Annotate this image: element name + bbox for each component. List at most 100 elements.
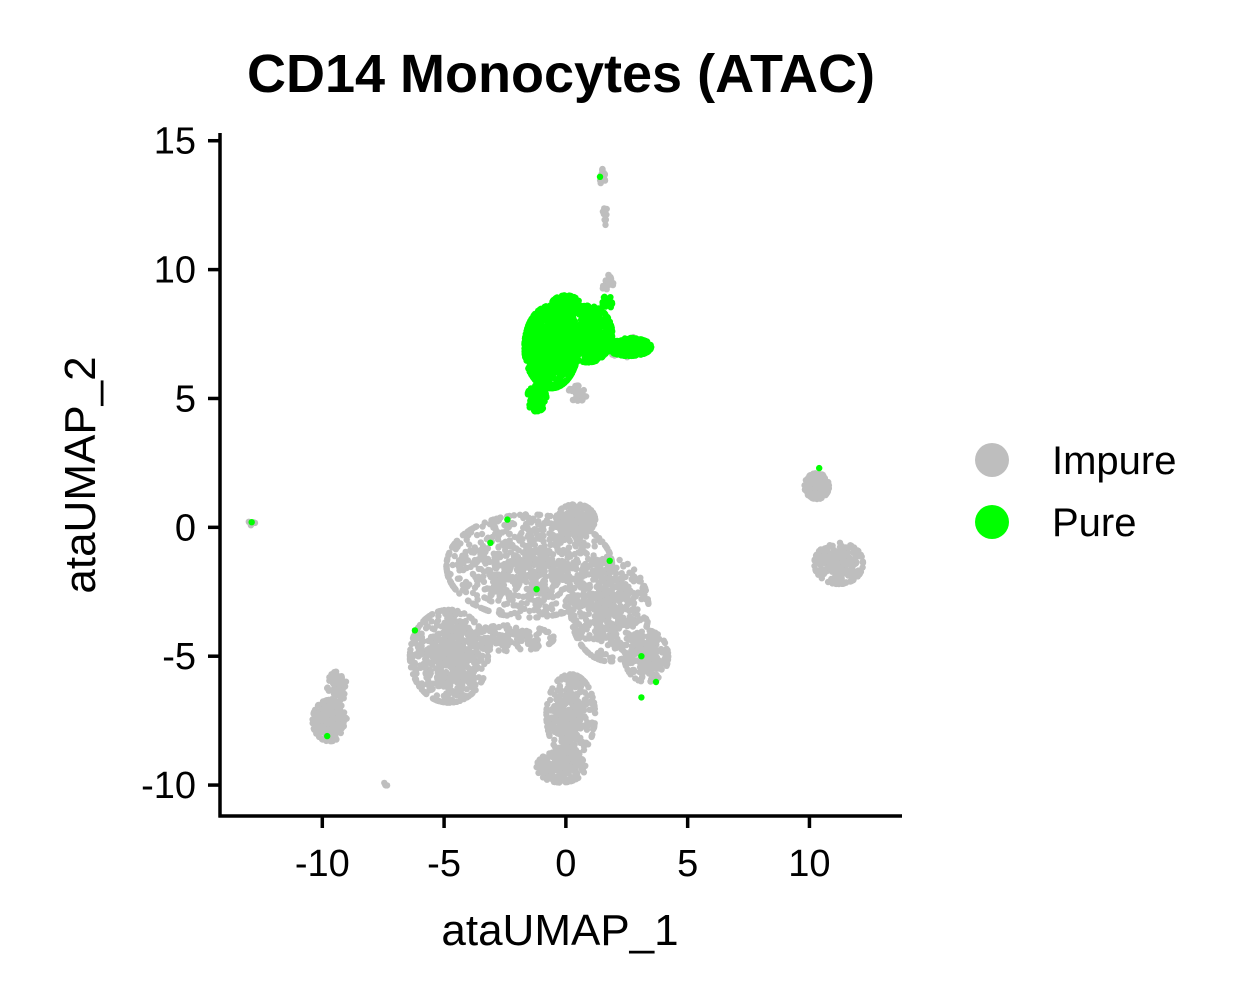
- data-point: [446, 696, 454, 704]
- data-point: [538, 531, 546, 539]
- data-point: [578, 571, 585, 578]
- data-point: [490, 522, 497, 529]
- data-point: [579, 623, 587, 631]
- data-point: [564, 691, 571, 699]
- data-point: [570, 765, 577, 773]
- data-point: [841, 558, 849, 566]
- data-point: [610, 624, 617, 631]
- data-point: [526, 517, 533, 524]
- series-pure: [248, 173, 823, 740]
- data-point: [422, 615, 430, 622]
- data-point: [535, 313, 542, 320]
- data-point: [555, 535, 562, 543]
- data-point: [495, 647, 502, 654]
- data-point: [477, 657, 484, 664]
- data-point: [341, 683, 349, 690]
- data-point: [661, 639, 669, 647]
- data-point: [564, 749, 571, 756]
- data-point: [551, 579, 559, 586]
- data-point: [541, 581, 548, 588]
- data-point: [443, 557, 451, 565]
- data-point: [501, 560, 508, 568]
- data-point: [637, 616, 644, 624]
- data-point: [510, 553, 518, 560]
- data-point: [556, 375, 564, 382]
- data-point: [483, 595, 490, 602]
- data-point: [574, 698, 582, 705]
- data-point: [474, 581, 481, 588]
- data-point: [572, 773, 580, 781]
- data-point: [318, 722, 326, 730]
- data-point: [524, 524, 531, 531]
- data-point: [624, 596, 631, 604]
- data-point: [497, 575, 504, 583]
- data-point: [560, 546, 567, 554]
- data-point: [550, 741, 557, 748]
- data-point: [539, 523, 547, 530]
- data-point: [577, 725, 584, 732]
- data-point: [549, 551, 557, 558]
- data-point: [337, 729, 344, 737]
- data-point: [571, 550, 578, 558]
- data-point: [472, 686, 479, 694]
- data-point: [830, 561, 838, 568]
- data-point: [522, 334, 529, 341]
- data-point: [563, 527, 571, 534]
- data-point: [533, 364, 541, 371]
- data-point: [572, 621, 579, 628]
- data-point: [556, 683, 563, 690]
- data-point: [515, 602, 522, 610]
- data-point: [553, 773, 561, 780]
- data-point: [845, 572, 852, 579]
- data-point: [425, 637, 432, 645]
- data-point: [576, 673, 583, 681]
- data-point: [492, 564, 499, 571]
- data-point: [577, 712, 585, 719]
- data-point: [608, 588, 615, 595]
- data-point: [590, 521, 598, 528]
- data-point: [613, 564, 620, 571]
- data-point: [528, 580, 535, 588]
- data-point: [488, 517, 495, 524]
- data-point: [630, 600, 637, 608]
- data-point: [494, 518, 501, 525]
- data-point: [823, 544, 830, 552]
- data-point: [574, 510, 581, 518]
- data-point: [516, 511, 524, 518]
- data-point: [424, 681, 431, 688]
- data-point: [810, 480, 817, 487]
- data-point: [454, 623, 462, 631]
- data-point: [524, 594, 532, 601]
- data-point: [466, 541, 473, 548]
- data-point: [628, 622, 635, 629]
- data-point: [462, 553, 469, 560]
- data-point: [839, 580, 846, 587]
- data-point: [498, 633, 505, 641]
- data-point: [640, 660, 647, 667]
- data-point: [586, 562, 594, 569]
- data-point: [534, 535, 541, 542]
- data-point: [567, 372, 574, 379]
- data-point: [484, 557, 491, 564]
- data-point: [583, 724, 590, 731]
- data-point: [545, 593, 553, 600]
- data-point: [528, 371, 535, 378]
- data-point: [805, 487, 813, 494]
- data-point: [567, 606, 574, 613]
- data-point: [561, 742, 568, 749]
- data-point: [516, 573, 523, 581]
- data-point: [544, 312, 551, 319]
- data-point: [517, 607, 524, 615]
- data-point: [429, 661, 436, 668]
- chart-title: CD14 Monocytes (ATAC): [247, 44, 875, 104]
- data-point: [561, 754, 568, 762]
- data-point: [599, 165, 606, 173]
- data-point: [527, 641, 535, 649]
- data-point: [543, 706, 550, 713]
- data-point: [656, 657, 663, 664]
- data-point: [503, 612, 511, 619]
- data-point: [476, 635, 484, 642]
- data-point: [585, 508, 592, 515]
- data-point: [577, 388, 585, 395]
